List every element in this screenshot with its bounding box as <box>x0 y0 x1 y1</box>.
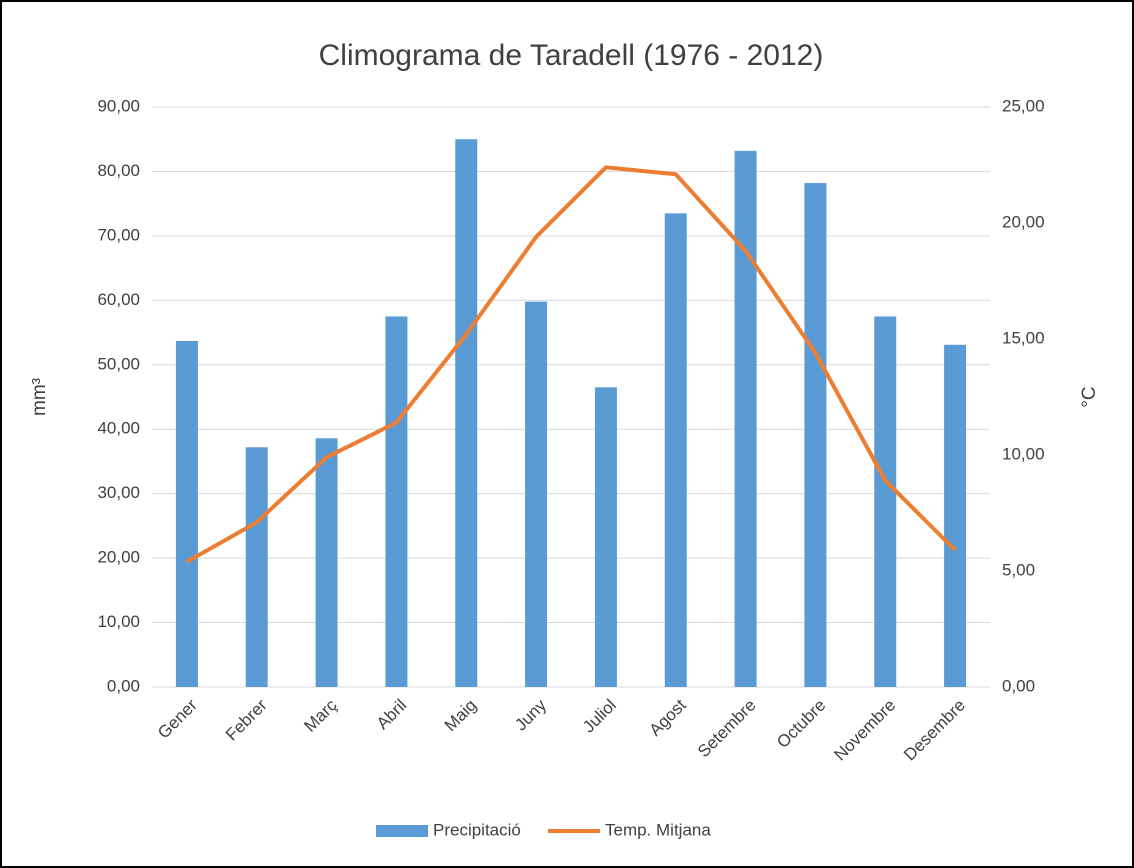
bar <box>315 438 338 687</box>
bar <box>944 344 967 687</box>
bar <box>734 150 757 688</box>
bar <box>455 139 478 687</box>
bar <box>874 316 897 687</box>
y-axis-label: mm³ <box>29 378 50 416</box>
legend-swatch <box>376 825 428 837</box>
bar <box>385 316 408 687</box>
y-tick-label: 70,00 <box>97 225 140 244</box>
y2-tick-label: 25,00 <box>1002 96 1045 115</box>
bar <box>594 387 617 687</box>
y-tick-label: 80,00 <box>97 161 140 180</box>
line <box>185 165 957 564</box>
y-tick-label: 10,00 <box>97 612 140 631</box>
legend-label: Precipitació <box>433 820 521 839</box>
bar <box>245 447 268 687</box>
y-tick-label: 50,00 <box>97 354 140 373</box>
y-tick-label: 20,00 <box>97 548 140 567</box>
legend-label: Temp. Mitjana <box>605 820 711 839</box>
bar <box>804 183 827 688</box>
y-tick-label: 30,00 <box>97 483 140 502</box>
bar <box>664 213 687 688</box>
y-tick-label: 40,00 <box>97 419 140 438</box>
bar <box>525 301 548 687</box>
y2-tick-label: 10,00 <box>1002 444 1045 463</box>
bar <box>175 340 198 687</box>
y2-tick-label: 0,00 <box>1002 676 1035 695</box>
y2-tick-label: 20,00 <box>1002 212 1045 231</box>
y2-tick-label: 15,00 <box>1002 328 1045 347</box>
y-tick-label: 60,00 <box>97 290 140 309</box>
y2-tick-label: 5,00 <box>1002 560 1035 579</box>
chart-title: Climograma de Taradell (1976 - 2012) <box>319 39 824 72</box>
y-tick-label: 90,00 <box>97 96 140 115</box>
y2-axis-label: °C <box>1079 386 1100 407</box>
y-tick-label: 0,00 <box>107 676 140 695</box>
